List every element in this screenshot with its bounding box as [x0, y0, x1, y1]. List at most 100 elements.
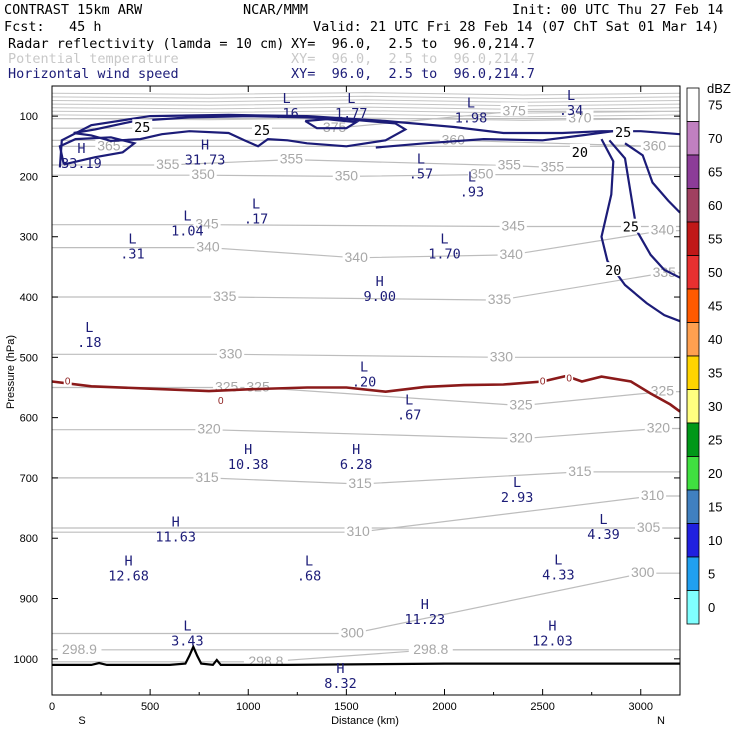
- y-tick-label: 200: [20, 171, 38, 183]
- theta-label: 335: [213, 288, 237, 304]
- theta-label: 298.8: [413, 641, 448, 657]
- zero-dbz-contour: [51, 374, 681, 413]
- wind-label-bg: [569, 143, 590, 158]
- colorbar-swatch: [686, 255, 700, 290]
- extremum-type: L: [183, 209, 191, 225]
- wind-contour-2: [58, 113, 681, 168]
- extremum-type: L: [252, 197, 260, 213]
- colorbar-label: 20: [708, 466, 722, 481]
- theta-label-bg-39: [57, 640, 102, 655]
- colorbar-label: 5: [708, 567, 715, 582]
- theta-label-bg-0: [321, 119, 349, 134]
- extremum-type: L: [85, 320, 93, 336]
- theta-label-bg-7: [277, 150, 306, 165]
- extremum-value: .17: [244, 212, 268, 228]
- terrain-fill: [52, 646, 680, 695]
- colorbar-swatch: [686, 590, 700, 625]
- extremum-value: 1.77: [335, 106, 368, 122]
- wind-contour-3: [375, 130, 614, 149]
- theta-label-bg-26: [507, 396, 535, 411]
- wind-label-bg: [603, 262, 624, 277]
- model-title: CONTRAST 15km ARW: [4, 2, 143, 18]
- theta-label: 350: [335, 167, 359, 183]
- extremum-value: .34: [559, 103, 583, 119]
- reflectivity-label-bg: [63, 375, 72, 386]
- wind-label-bg: [620, 218, 641, 233]
- theta-label: 325: [215, 378, 239, 394]
- theta-label-bg-35: [638, 487, 667, 502]
- theta-label: 340: [345, 249, 369, 265]
- theta-contour-upper-4: [51, 106, 681, 111]
- theta-label-bg-36: [635, 518, 663, 533]
- colorbar-swatch: [686, 87, 700, 122]
- y-tick-label: 700: [20, 473, 38, 485]
- extremum-value: 11.63: [155, 529, 196, 545]
- reflectivity-zero-contour: [51, 374, 681, 413]
- extremum-value: .93: [460, 184, 484, 200]
- extremum-type: H: [201, 138, 209, 154]
- theta-label: 320: [509, 430, 533, 446]
- theta-label-bg-1: [500, 102, 528, 117]
- extremum-value: 1.04: [171, 224, 204, 240]
- theta-contour-300: [52, 572, 680, 635]
- colorbar-label: 30: [708, 399, 722, 414]
- wind-label: 25: [623, 220, 639, 236]
- wind-label: 20: [572, 145, 588, 161]
- theta-label: 360: [442, 131, 466, 147]
- extremum-type: L: [417, 151, 425, 167]
- wind-label: 20: [605, 263, 621, 279]
- colorbar-swatch: [686, 288, 700, 323]
- theta-label: 330: [219, 345, 243, 361]
- reflectivity-label-bg: [216, 394, 225, 405]
- extremum-type: L: [468, 169, 476, 185]
- y-tick-label: 800: [20, 533, 38, 545]
- colorbar-swatch: [686, 489, 700, 524]
- extremum-value: 12.03: [532, 634, 573, 650]
- extremum-type: H: [172, 514, 180, 530]
- extremum-value: .20: [352, 374, 376, 390]
- extremum-type: H: [376, 274, 384, 290]
- colorbar-label: 10: [708, 533, 722, 548]
- y-tick-label: 900: [20, 594, 38, 606]
- y-axis-label: Pressure (hPa): [5, 335, 17, 409]
- wind-label: 25: [254, 123, 270, 139]
- theta-label: 350: [470, 166, 494, 182]
- wind-labels: 25 25 25 20 25 20: [132, 119, 641, 279]
- extremum-type: L: [554, 552, 562, 568]
- field-wind-name: Horizontal wind speed: [8, 66, 179, 82]
- field-theta-xy: XY= 96.0, 2.5 to 96.0,214.7: [291, 51, 535, 67]
- theta-contour-375: [52, 110, 680, 129]
- theta-label-bg-31: [193, 468, 221, 483]
- extremum-value: 9.00: [363, 289, 396, 305]
- wind-contour-4: [600, 138, 681, 323]
- theta-contour-345: [52, 224, 680, 228]
- extremum-type: L: [305, 554, 313, 570]
- colorbar-swatch: [686, 389, 700, 424]
- extremum-type: H: [548, 619, 556, 635]
- theta-label-bg-2: [566, 109, 594, 124]
- forecast-hour: Fcst: 45 h: [4, 19, 102, 35]
- theta-label-bg-27: [648, 382, 676, 397]
- extremum-value: .57: [409, 166, 433, 182]
- colorbar-label: 70: [708, 131, 722, 146]
- colorbar-label: 15: [708, 500, 722, 515]
- terrain-profile: [52, 644, 680, 695]
- x-tick-label: 500: [141, 701, 159, 713]
- theta-label: 360: [643, 137, 667, 153]
- extremum-value: 10.38: [228, 457, 269, 473]
- theta-contour-355: [52, 158, 680, 168]
- extremum-type: L: [467, 95, 475, 111]
- extremum-type: L: [440, 232, 448, 248]
- x-tick-label: 3000: [629, 701, 653, 713]
- x-axis-label: Distance (km): [331, 715, 399, 727]
- theta-label: 315: [568, 463, 592, 479]
- extremum-value: 6.28: [340, 457, 373, 473]
- extremum-value: 2.93: [501, 490, 534, 506]
- theta-label: 320: [647, 419, 671, 435]
- theta-label-bg-5: [640, 137, 669, 152]
- theta-contour-330: [52, 353, 680, 358]
- extremum-type: H: [336, 661, 344, 677]
- x-tick-label: 2000: [432, 701, 456, 713]
